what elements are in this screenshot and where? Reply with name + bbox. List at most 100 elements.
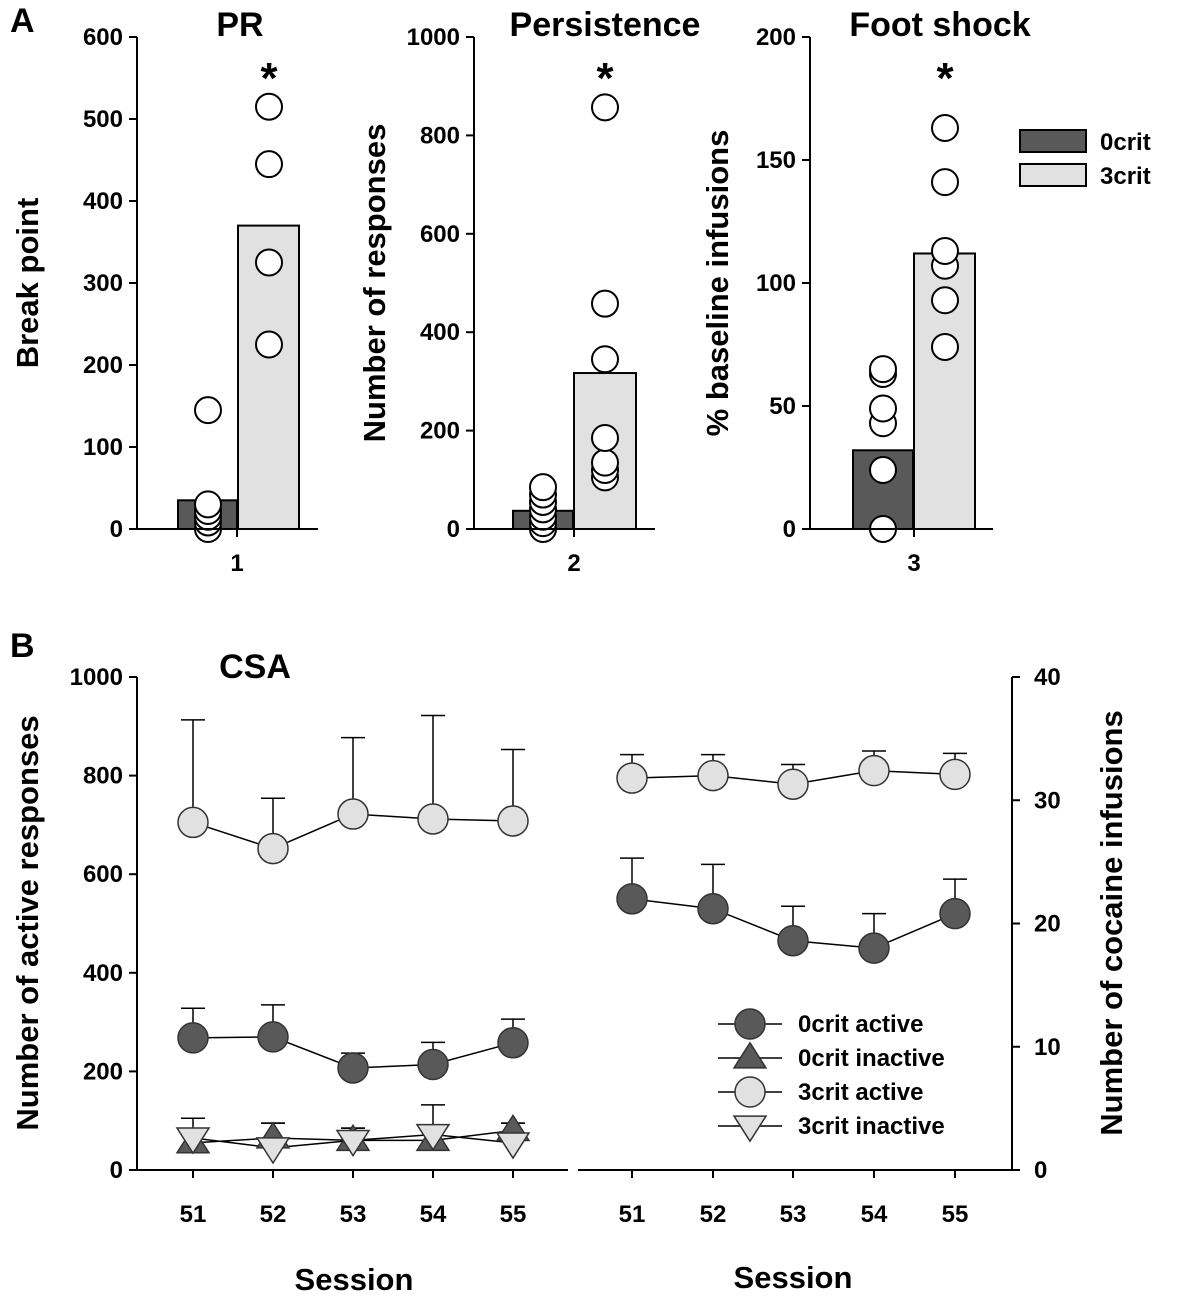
y-tick-label: 1000 (407, 24, 460, 51)
significance-asterisk: * (936, 54, 954, 103)
marker-3crit-active (777, 768, 809, 800)
marker-0crit-active (337, 1052, 369, 1084)
marker-0crit-inactive (732, 1041, 768, 1069)
chart-title: Persistence (510, 6, 701, 44)
marker-3crit-inactive (732, 1115, 768, 1143)
y-tick-label: 400 (420, 319, 460, 346)
legend-label-3crit: 3crit (1100, 163, 1151, 190)
y-tick-label: 100 (83, 434, 123, 461)
data-point-0crit (869, 355, 897, 384)
y-tick-label: 800 (420, 122, 460, 149)
marker-0crit-active (734, 1008, 766, 1040)
y-tick-label: 0 (783, 516, 796, 543)
marker-0crit-active (939, 897, 971, 930)
data-point-3crit (931, 114, 959, 143)
y-tick-label: 200 (83, 1058, 123, 1085)
data-point-3crit (255, 150, 283, 179)
y-tick-label: 0 (447, 516, 460, 543)
y-tick-label: 0 (110, 1157, 123, 1184)
marker-3crit-inactive (495, 1132, 531, 1160)
legend-panel-b: 0crit active 0crit inactive 3crit active 3c… (718, 1008, 945, 1143)
x-tick-label: 51 (180, 1201, 207, 1228)
y-tick-label: 30 (1034, 787, 1061, 814)
marker-3crit-inactive (255, 1137, 291, 1165)
marker-0crit-active (497, 1027, 529, 1059)
data-point-0crit (869, 394, 897, 423)
data-point-3crit (255, 248, 283, 277)
y-axis-label: Number of cocaine infusions (1094, 710, 1129, 1135)
y-tick-label: 200 (756, 24, 796, 51)
x-tick-label: 52 (260, 1201, 287, 1228)
y-tick-label: 800 (83, 763, 123, 790)
marker-0crit-active (257, 1021, 289, 1053)
marker-0crit-active (417, 1048, 449, 1081)
y-tick-label: 500 (83, 106, 123, 133)
foot-shock-chart: Foot shock % baseline infusions * 0 50 100 150… (700, 6, 1031, 577)
x-tick-label: 1 (230, 550, 243, 577)
data-point-3crit (591, 289, 619, 318)
marker-0crit-active (177, 1022, 209, 1054)
marker-3crit-active (616, 762, 648, 794)
x-tick-label: 54 (861, 1201, 888, 1228)
x-tick-label: 54 (420, 1201, 447, 1228)
y-tick-label: 50 (769, 393, 796, 420)
y-tick-label: 600 (420, 221, 460, 248)
y-tick-label: 0 (110, 516, 123, 543)
marker-0crit-active (697, 892, 729, 925)
data-point-0crit (529, 473, 557, 502)
y-tick-label: 1000 (70, 664, 123, 691)
x-tick-label: 53 (340, 1201, 367, 1228)
data-point-3crit (591, 93, 619, 122)
marker-0crit-active (777, 925, 809, 957)
cocaine-infusions-chart: 0 10 20 30 40 51 52 53 54 55 Session Number of coca… (578, 664, 1129, 1295)
csa-chart: CSA Number of active responses 0 200 400 600 8… (10, 648, 568, 1297)
chart-title: Foot shock (849, 6, 1030, 44)
panel-label-a: A (10, 2, 35, 40)
y-tick-label: 400 (83, 960, 123, 987)
y-axis-label: Number of responses (357, 124, 392, 443)
chart-title: CSA (219, 648, 291, 686)
y-tick-label: 10 (1034, 1034, 1061, 1061)
x-tick-label: 51 (619, 1201, 646, 1228)
marker-0crit-active (616, 883, 648, 915)
y-tick-label: 300 (83, 270, 123, 297)
y-tick-label: 600 (83, 861, 123, 888)
marker-3crit-active (257, 832, 289, 865)
y-tick-label: 200 (83, 352, 123, 379)
legend-label-3crit-active: 3crit active (798, 1079, 923, 1106)
marker-3crit-inactive (415, 1123, 451, 1152)
y-axis-label: Number of active responses (10, 715, 45, 1130)
marker-3crit-inactive (175, 1127, 211, 1155)
marker-3crit-inactive (335, 1129, 371, 1158)
marker-3crit-active (939, 758, 971, 791)
x-tick-label: 3 (907, 550, 920, 577)
marker-0crit-active (858, 932, 890, 964)
x-tick-label: 55 (942, 1201, 969, 1228)
y-tick-label: 40 (1034, 664, 1061, 691)
data-point-3crit (255, 92, 283, 121)
data-point-3crit (931, 168, 959, 197)
data-point-3crit (591, 345, 619, 374)
chart-title: PR (216, 6, 263, 44)
x-axis-label: Session (734, 1260, 853, 1295)
data-point-3crit (931, 286, 959, 315)
data-point-0crit (194, 490, 222, 519)
legend-label-0crit-active: 0crit active (798, 1011, 923, 1038)
y-tick-label: 100 (756, 270, 796, 297)
x-tick-label: 52 (700, 1201, 727, 1228)
y-axis-label: Break point (10, 198, 45, 369)
legend-label-0crit-inactive: 0crit inactive (798, 1045, 945, 1072)
x-axis-label: Session (295, 1262, 414, 1297)
data-point-3crit (591, 423, 619, 452)
data-point-3crit (255, 330, 283, 359)
legend-swatch-3crit (1019, 163, 1087, 187)
data-point-0crit (869, 455, 897, 484)
legend-swatch-0crit (1019, 129, 1087, 153)
marker-3crit-active (858, 754, 890, 787)
marker-3crit-active (177, 806, 209, 839)
y-tick-label: 0 (1034, 1157, 1047, 1184)
significance-asterisk: * (260, 54, 278, 103)
marker-3crit-active (734, 1076, 766, 1108)
y-tick-label: 400 (83, 188, 123, 215)
